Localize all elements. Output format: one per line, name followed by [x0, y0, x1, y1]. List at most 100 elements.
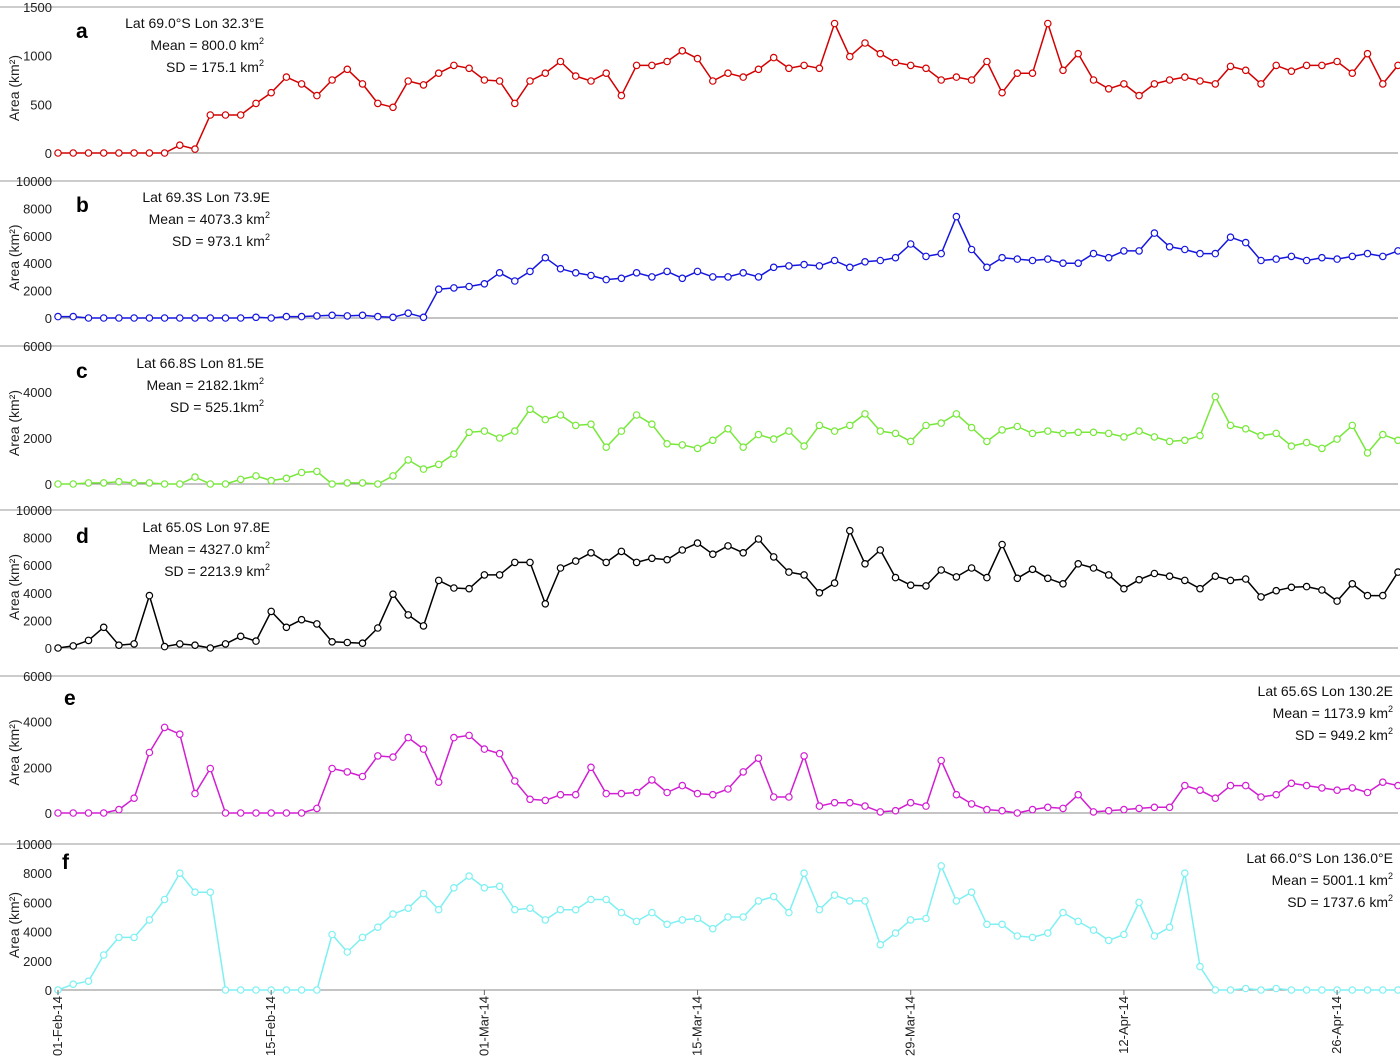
- data-point: [373, 923, 382, 932]
- annotation-text: Lat 69.3S Lon 73.9E: [142, 189, 270, 205]
- data-point: [358, 80, 367, 88]
- data-point: [739, 443, 748, 452]
- data-point: [252, 809, 260, 817]
- data-point: [236, 809, 245, 817]
- annotation-superscript: 2: [265, 232, 270, 242]
- y-tick-label: 0: [45, 983, 52, 998]
- data-point: [252, 637, 260, 645]
- data-point: [785, 908, 793, 917]
- data-point: [983, 57, 991, 66]
- data-point: [1394, 986, 1400, 994]
- data-point: [1150, 229, 1159, 237]
- data-point: [1287, 583, 1296, 592]
- data-point: [922, 802, 930, 810]
- data-point: [495, 882, 504, 891]
- data-point: [252, 986, 260, 994]
- data-point: [708, 790, 717, 799]
- data-point: [967, 888, 976, 897]
- data-point: [693, 789, 702, 798]
- data-point: [1104, 85, 1113, 93]
- annotation-text: SD = 949.2 km: [1295, 727, 1388, 743]
- data-point: [176, 314, 184, 322]
- data-point: [952, 897, 961, 905]
- data-point: [602, 69, 611, 78]
- annotation-text: SD = 1737.6 km: [1287, 894, 1388, 910]
- data-point: [389, 910, 397, 918]
- data-point: [1150, 803, 1159, 812]
- data-point: [145, 591, 154, 600]
- data-point: [54, 480, 62, 488]
- panel-letter: c: [76, 360, 88, 383]
- data-point: [1089, 249, 1098, 258]
- data-point: [648, 273, 656, 281]
- data-point: [84, 479, 93, 487]
- data-point: [313, 804, 321, 813]
- data-point: [221, 640, 230, 648]
- y-tick-label: 8000: [23, 531, 52, 546]
- data-point: [861, 802, 869, 810]
- data-point: [1333, 255, 1341, 263]
- data-point: [648, 776, 656, 784]
- annotation-text: Mean = 4073.3 km: [149, 211, 265, 227]
- data-point: [1196, 584, 1204, 593]
- y-tick-label: 6000: [23, 669, 52, 684]
- data-point: [1028, 256, 1037, 265]
- data-point: [191, 473, 199, 481]
- data-point: [815, 802, 824, 810]
- data-point: [891, 929, 900, 937]
- data-point: [373, 624, 382, 632]
- data-point: [983, 437, 991, 446]
- data-point: [769, 53, 778, 62]
- data-point: [115, 477, 123, 486]
- data-point: [937, 249, 946, 258]
- data-point: [54, 149, 62, 157]
- data-point: [830, 798, 839, 807]
- data-point: [617, 427, 626, 435]
- data-point: [556, 57, 565, 66]
- data-point: [358, 933, 367, 942]
- annotation-text: Mean = 5001.1 km: [1272, 872, 1388, 888]
- data-point: [145, 479, 154, 487]
- data-point: [191, 888, 199, 897]
- data-point: [769, 553, 778, 561]
- data-point: [648, 554, 656, 563]
- data-point: [967, 76, 976, 84]
- data-point: [206, 644, 215, 652]
- data-point: [830, 19, 839, 28]
- data-point: [815, 905, 824, 914]
- data-point: [1318, 586, 1326, 594]
- data-point: [389, 472, 397, 480]
- annotation-text: SD = 175.1 km: [166, 59, 259, 75]
- annotation-text: Mean = 2182.1km: [147, 377, 259, 393]
- data-point: [983, 805, 991, 814]
- data-point: [1165, 437, 1174, 446]
- data-point: [130, 479, 138, 487]
- data-point: [906, 798, 915, 807]
- data-point: [221, 809, 230, 817]
- x-tick-label: 01-Mar-14: [476, 996, 491, 1056]
- data-point: [236, 111, 245, 119]
- y-tick-label: 1000: [23, 49, 52, 64]
- data-point: [1226, 576, 1235, 585]
- annotation-text: SD = 525.1km: [170, 399, 259, 415]
- data-point: [845, 526, 854, 535]
- data-point: [1333, 435, 1341, 443]
- data-point: [708, 436, 717, 445]
- data-point: [313, 986, 321, 994]
- annotation-superscript: 2: [1388, 704, 1393, 714]
- data-point: [587, 77, 595, 85]
- data-point: [343, 768, 352, 776]
- data-point: [1165, 572, 1174, 581]
- y-tick-label: 0: [45, 477, 52, 492]
- annotation-superscript: 2: [265, 540, 270, 550]
- data-point: [1272, 586, 1281, 595]
- data-point: [328, 76, 336, 84]
- data-point: [465, 282, 473, 291]
- annotation-text: Mean = 4327.0 km: [149, 541, 265, 557]
- data-point: [1287, 67, 1296, 76]
- data-point: [693, 267, 702, 276]
- annotation-line: Lat 65.0S Lon 97.8E: [142, 519, 270, 535]
- data-point: [176, 869, 184, 878]
- data-point: [297, 312, 306, 321]
- data-point: [1150, 932, 1159, 940]
